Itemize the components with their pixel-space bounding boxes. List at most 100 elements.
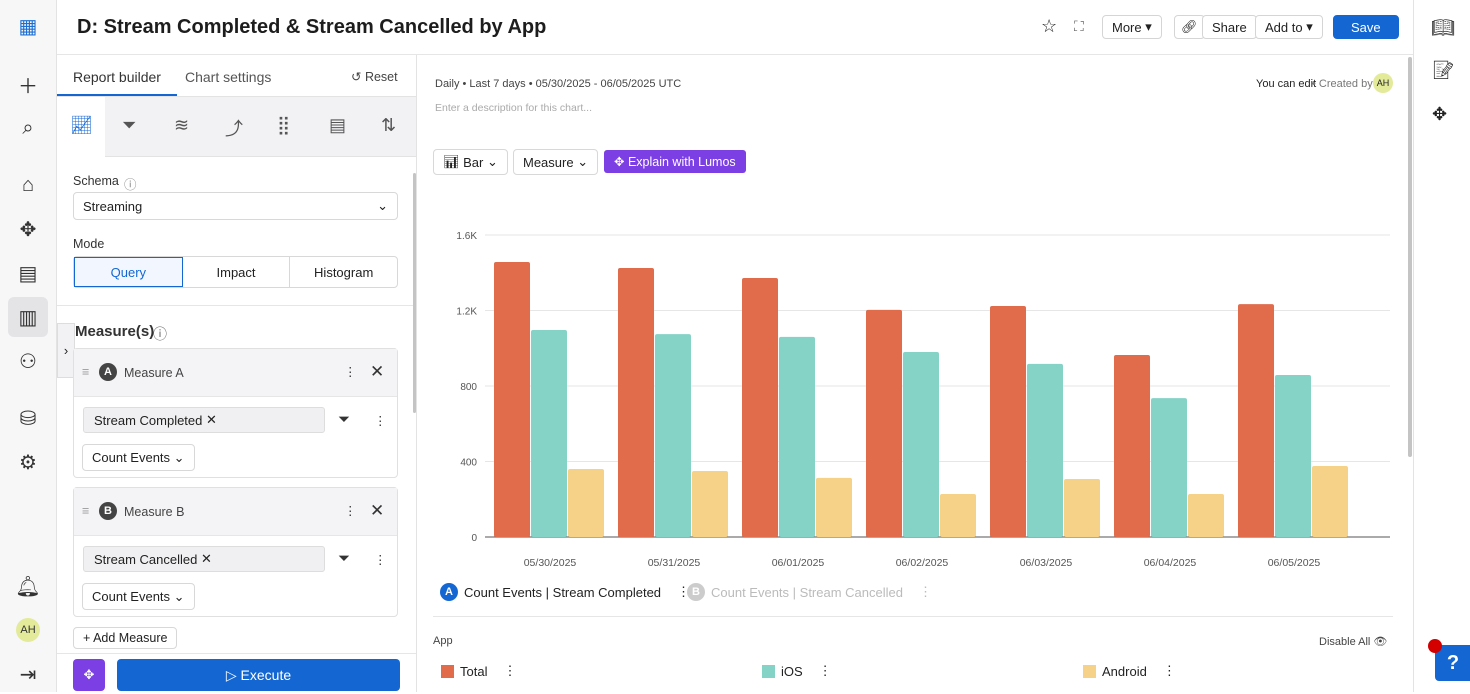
event-chip[interactable]: Stream Cancelled ✕	[83, 546, 325, 572]
y-tick-label: 1.6K	[456, 231, 477, 242]
bar-total	[618, 268, 654, 537]
bar-android	[1312, 466, 1348, 537]
help-button[interactable]: ?	[1435, 645, 1470, 681]
compare-icon[interactable]: ⇅	[381, 115, 397, 135]
mode-histogram[interactable]: Histogram	[314, 264, 374, 280]
close-icon[interactable]: ✕	[370, 362, 385, 381]
series-b-legend[interactable]: B Count Events | Stream Cancelled ⋮	[687, 583, 932, 601]
report-builder-panel: Report builder Chart settings ↺ Reset 📈︎…	[57, 55, 417, 692]
search-icon[interactable]: ⌕	[22, 116, 34, 139]
active-tab-indicator	[57, 94, 177, 96]
aggregation-select[interactable]: Count Events ⌄	[82, 583, 195, 610]
x-tick-label: 05/30/2025	[524, 557, 577, 569]
lumos-icon[interactable]: ✥	[1432, 104, 1448, 124]
avatar[interactable]: AH	[8, 610, 48, 650]
measure-select[interactable]: Measure ⌄	[513, 149, 599, 175]
can-edit-label: You can edit	[1256, 78, 1317, 90]
drag-handle-icon[interactable]: ≡	[82, 365, 90, 379]
kebab-icon[interactable]: ⋮	[503, 663, 517, 678]
dashboards-icon[interactable]: ▤	[18, 262, 38, 285]
star-icon[interactable]: ☆	[1041, 16, 1058, 36]
save-button[interactable]: Save	[1333, 15, 1399, 39]
plus-icon[interactable]: ＋	[18, 75, 38, 98]
remove-icon[interactable]: ✕	[200, 551, 212, 566]
kebab-icon[interactable]: ⋮	[1162, 663, 1176, 678]
kebab-icon[interactable]: ⋮	[374, 414, 387, 428]
disable-all-button[interactable]: Disable All 👁︎	[1319, 636, 1388, 648]
collapse-icon[interactable]: ⇥	[19, 663, 37, 686]
bar-total	[1238, 304, 1274, 537]
event-chip[interactable]: Stream Completed ✕	[83, 407, 325, 433]
chart-area: Daily • Last 7 days • 05/30/2025 - 06/05…	[417, 55, 1413, 692]
database-icon[interactable]: ⛁	[19, 407, 37, 430]
bar-ios	[1151, 398, 1187, 537]
measure-a-name[interactable]: Measure A	[124, 366, 184, 380]
reset-button[interactable]: ↺ Reset	[351, 70, 398, 84]
settings-icon[interactable]: ⚙	[19, 451, 37, 474]
series-a-legend[interactable]: A Count Events | Stream Completed ⋮	[440, 583, 690, 601]
aggregation-select[interactable]: Count Events ⌄	[82, 444, 195, 471]
fullscreen-icon[interactable]: ⛶	[1074, 18, 1084, 34]
charts-icon[interactable]: ▥	[8, 297, 48, 337]
chart-type-select[interactable]: 📊︎ Bar ⌄	[433, 149, 508, 175]
app-logo-icon[interactable]: ▦	[18, 15, 38, 38]
mode-query[interactable]: Query	[74, 257, 183, 287]
y-tick-label: 400	[460, 458, 477, 469]
kebab-icon[interactable]: ⋮	[374, 553, 387, 567]
left-nav: ▦ ＋ ⌕ ⌂ ✥ ▤ ▥ ⚇ ⛁ ⚙ 🔔︎ AH ⇥	[0, 0, 57, 692]
x-tick-label: 06/04/2025	[1144, 557, 1197, 569]
chart-type-bar: 📈︎ ⏷ ≋ ⤴ ⣿ ▤ ⇅	[57, 97, 416, 157]
drag-handle-icon[interactable]: ≡	[82, 504, 90, 518]
bar-android	[692, 470, 728, 537]
book-icon[interactable]: 📖︎	[1431, 18, 1456, 39]
funnel-icon[interactable]: ⏷	[122, 115, 137, 135]
kebab-icon[interactable]: ⋮	[677, 584, 691, 599]
avatar: AH	[1373, 73, 1393, 93]
bar-ios	[655, 334, 691, 537]
close-icon[interactable]: ✕	[370, 501, 385, 520]
execute-button[interactable]: ▷ Execute	[117, 659, 400, 691]
schema-select[interactable]: Streaming ⌄	[73, 192, 398, 220]
add-to-button[interactable]: Add to ▾	[1255, 15, 1323, 39]
schema-label: Schema	[73, 174, 119, 188]
bar-ios	[1275, 375, 1311, 537]
lumos-icon[interactable]: ✥	[19, 218, 37, 241]
description-input[interactable]: Enter a description for this chart...	[435, 102, 592, 114]
kebab-icon[interactable]: ⋮	[918, 584, 932, 599]
main-scrollbar[interactable]	[1408, 57, 1412, 457]
explain-with-lumos-button[interactable]: ✥ Explain with Lumos	[604, 150, 746, 173]
share-button[interactable]: Share	[1202, 15, 1257, 39]
users-icon[interactable]: ⚇	[19, 350, 37, 373]
remove-icon[interactable]: ✕	[206, 412, 217, 427]
journey-icon[interactable]: ⤴	[225, 119, 243, 139]
link-icon[interactable]: 🔗︎	[1174, 15, 1205, 39]
measure-letter-b: B	[99, 502, 117, 520]
bell-icon[interactable]: 🔔︎	[15, 575, 41, 598]
more-button[interactable]: More ▾	[1102, 15, 1162, 39]
lumos-button[interactable]: ✥	[73, 659, 105, 691]
y-tick-label: 800	[460, 382, 477, 393]
kebab-icon[interactable]: ⋮	[818, 663, 832, 678]
insights-icon[interactable]: 📈︎	[70, 115, 93, 135]
measure-b-name[interactable]: Measure B	[124, 505, 185, 519]
legend-total[interactable]: Total ⋮	[441, 663, 516, 679]
bar-android	[1188, 493, 1224, 537]
retention-icon[interactable]: ⣿	[277, 115, 291, 135]
tab-chart-settings[interactable]: Chart settings	[185, 69, 272, 85]
home-icon[interactable]: ⌂	[21, 173, 35, 196]
panel-scrollbar[interactable]	[413, 173, 416, 413]
legend-ios[interactable]: iOS ⋮	[762, 663, 832, 679]
notes-icon[interactable]: 📝︎	[1432, 60, 1455, 80]
filter-icon[interactable]: ⏷	[338, 550, 351, 567]
x-tick-label: 06/03/2025	[1020, 557, 1073, 569]
add-measure-button[interactable]: + Add Measure	[73, 627, 178, 649]
tab-report-builder[interactable]: Report builder	[73, 69, 161, 85]
table-icon[interactable]: ▤	[329, 115, 347, 135]
kebab-icon[interactable]: ⋮	[344, 504, 357, 518]
bar-total	[1114, 355, 1150, 537]
filter-icon[interactable]: ⏷	[338, 411, 351, 428]
kebab-icon[interactable]: ⋮	[344, 365, 357, 379]
flows-icon[interactable]: ≋	[174, 115, 190, 135]
legend-android[interactable]: Android ⋮	[1083, 663, 1176, 679]
mode-impact[interactable]: Impact	[183, 257, 291, 287]
